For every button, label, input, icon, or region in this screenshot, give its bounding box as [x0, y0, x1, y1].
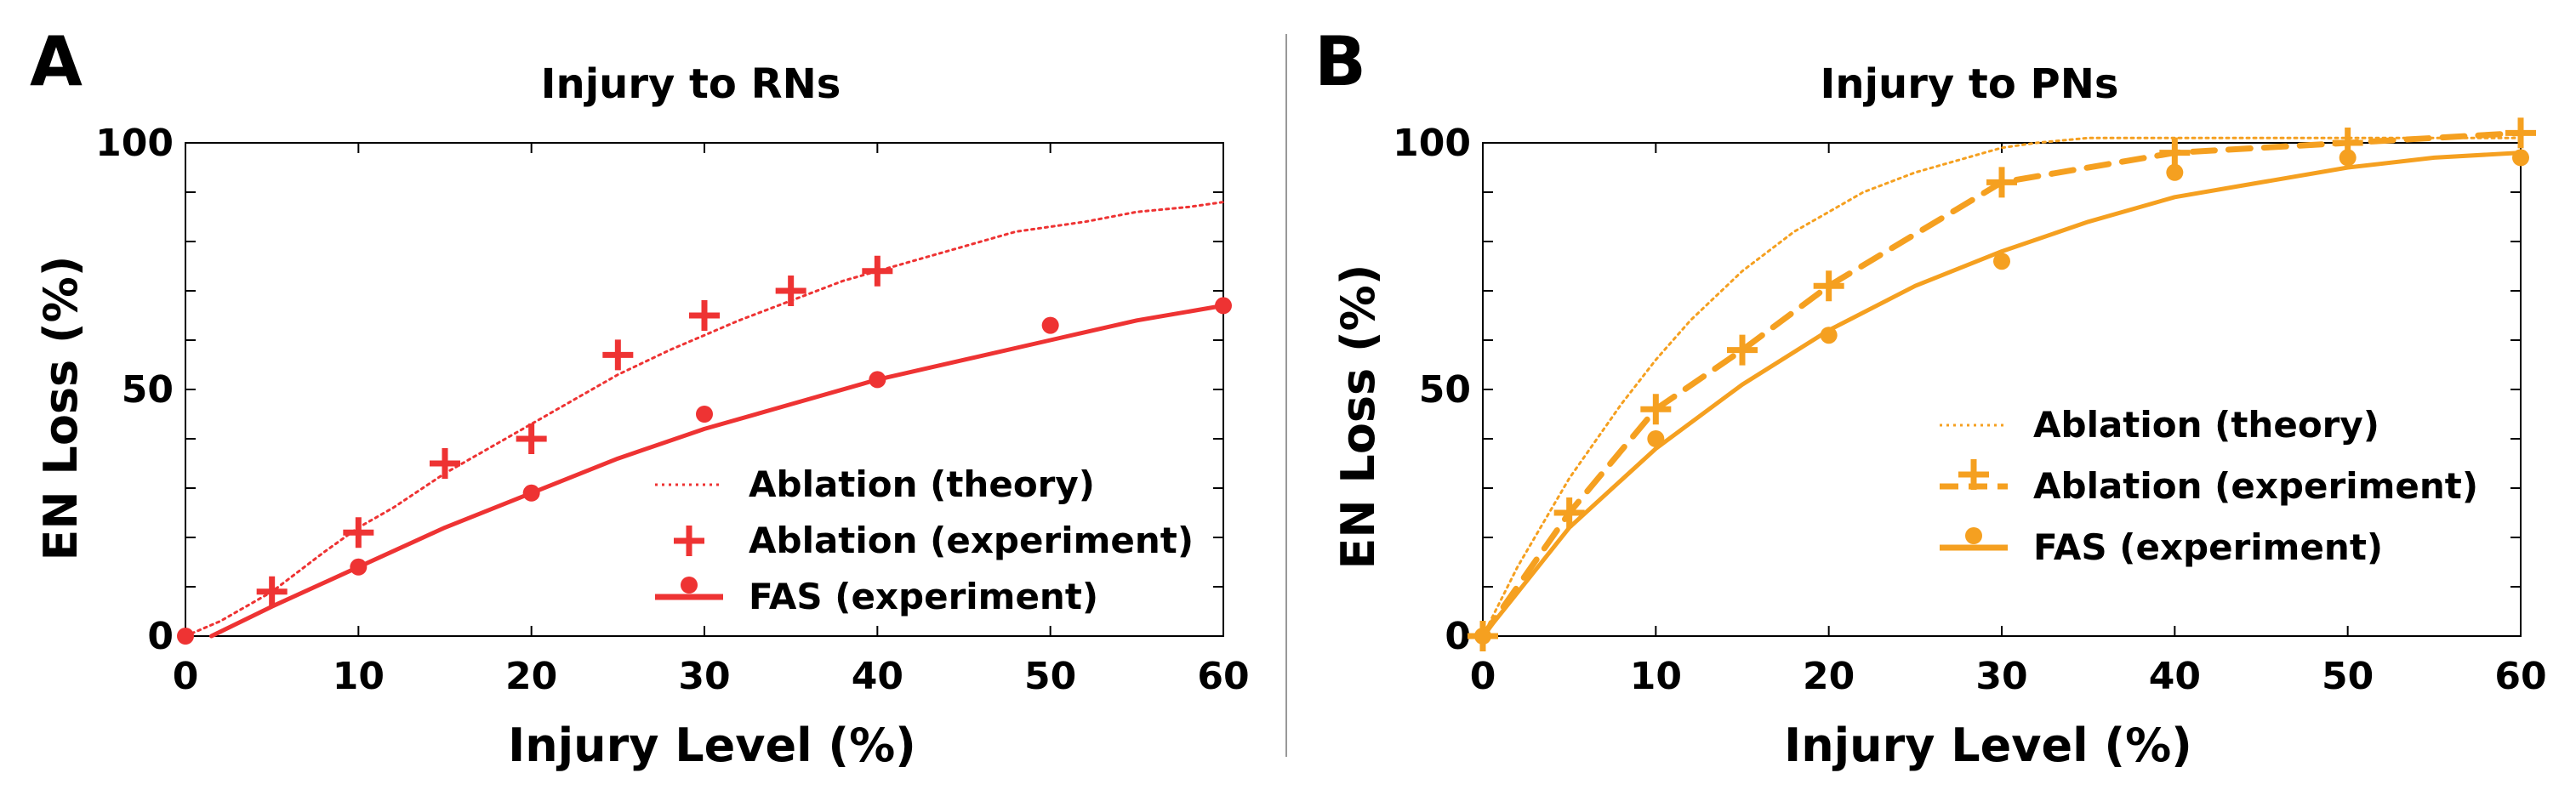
data-point-circle: [522, 484, 540, 502]
data-point-plus: [689, 300, 720, 331]
data-point-circle: [1215, 297, 1232, 315]
data-point-plus: [1553, 497, 1585, 528]
x-axis-label: Injury Level (%): [1784, 719, 2192, 772]
legend: Ablation (theory) Ablation (experiment) FA…: [1940, 404, 2478, 568]
x-ticks: 0 10 20 30 40 50 60: [173, 143, 1250, 698]
legend-marker: [1958, 459, 1989, 490]
plot-area: [1468, 117, 2536, 651]
data-point-circle: [1474, 628, 1491, 645]
x-tick-label: 40: [852, 655, 903, 698]
y-tick-label: 100: [1393, 122, 1471, 165]
x-tick-label: 10: [1630, 655, 1682, 698]
data-point-plus: [1640, 394, 1672, 425]
y-tick-label: 50: [1419, 368, 1471, 412]
legend: Ablation (theory) Ablation (experiment) FA…: [655, 463, 1194, 617]
legend-marker: [681, 577, 698, 594]
legend-label: Ablation (theory): [749, 463, 1095, 505]
panel-letter: B: [1314, 22, 1366, 101]
plot-frame: [185, 142, 1224, 637]
data-point-plus: [2505, 117, 2536, 149]
y-ticks: 0 50 100: [95, 122, 1223, 658]
y-axis-label: EN Loss (%): [34, 256, 88, 561]
x-tick-label: 20: [1803, 655, 1855, 698]
y-tick-label: 0: [147, 615, 174, 658]
legend-label: Ablation (theory): [2033, 404, 2379, 446]
x-tick-label: 30: [1975, 655, 2027, 698]
x-ticks: 0 10 20 30 40 50 60: [1470, 143, 2547, 698]
data-point-plus: [1727, 334, 1758, 366]
data-point-circle: [1647, 430, 1665, 447]
legend-marker: [1965, 527, 1982, 544]
data-point-plus: [516, 423, 547, 454]
y-tick-label: 0: [1445, 615, 1471, 658]
y-tick-label: 100: [95, 122, 174, 165]
x-tick-label: 0: [173, 655, 199, 698]
data-point-plus: [602, 339, 634, 371]
legend-label: FAS (experiment): [2033, 526, 2383, 568]
x-axis-label: Injury Level (%): [508, 719, 916, 772]
y-tick-label: 50: [122, 368, 174, 412]
x-tick-label: 10: [333, 655, 385, 698]
data-point-circle: [177, 628, 194, 645]
data-point-plus: [256, 576, 288, 607]
data-point-circle: [869, 371, 886, 389]
data-point-plus: [1986, 167, 2017, 198]
legend-label: Ablation (experiment): [2033, 465, 2478, 507]
x-tick-label: 20: [505, 655, 557, 698]
data-point-circle: [2166, 163, 2184, 181]
chart-title: Injury to PNs: [1821, 60, 2119, 108]
plot-frame: [1482, 142, 2522, 637]
data-point-circle: [2339, 149, 2357, 167]
x-tick-label: 40: [2149, 655, 2201, 698]
data-point-plus: [775, 276, 806, 306]
legend-label: Ablation (experiment): [749, 520, 1194, 561]
legend-label: FAS (experiment): [749, 576, 1098, 617]
panel-b: B Injury to PNs Injury Level (%) EN Loss…: [1314, 22, 2547, 772]
data-point-circle: [2512, 149, 2529, 167]
y-axis-label: EN Loss (%): [1331, 264, 1385, 570]
panel-letter: A: [30, 22, 83, 101]
x-tick-label: 0: [1470, 655, 1496, 698]
data-point-circle: [350, 558, 368, 576]
data-point-plus: [343, 517, 374, 548]
x-tick-label: 50: [1024, 655, 1076, 698]
series-line-1: [1481, 136, 2522, 638]
plot-area: [177, 142, 1232, 645]
y-ticks: 0 50 100: [1393, 122, 2521, 658]
data-point-circle: [1041, 316, 1059, 334]
data-point-plus: [1813, 270, 1844, 302]
x-tick-label: 30: [678, 655, 730, 698]
data-point-circle: [1993, 253, 2010, 270]
x-tick-label: 60: [2494, 655, 2546, 698]
data-point-plus: [2159, 137, 2191, 168]
chart-title: Injury to RNs: [541, 60, 841, 108]
data-point-circle: [1820, 327, 1838, 344]
x-tick-label: 50: [2322, 655, 2374, 698]
data-point-plus: [862, 255, 893, 287]
panel-a: A Injury to RNs Injury Level (%) EN Loss…: [30, 22, 1250, 772]
legend-marker: [674, 526, 704, 556]
data-point-plus: [430, 448, 460, 479]
series-line-3: [1480, 151, 2523, 639]
x-tick-label: 60: [1197, 655, 1249, 698]
data-point-circle: [696, 406, 713, 423]
